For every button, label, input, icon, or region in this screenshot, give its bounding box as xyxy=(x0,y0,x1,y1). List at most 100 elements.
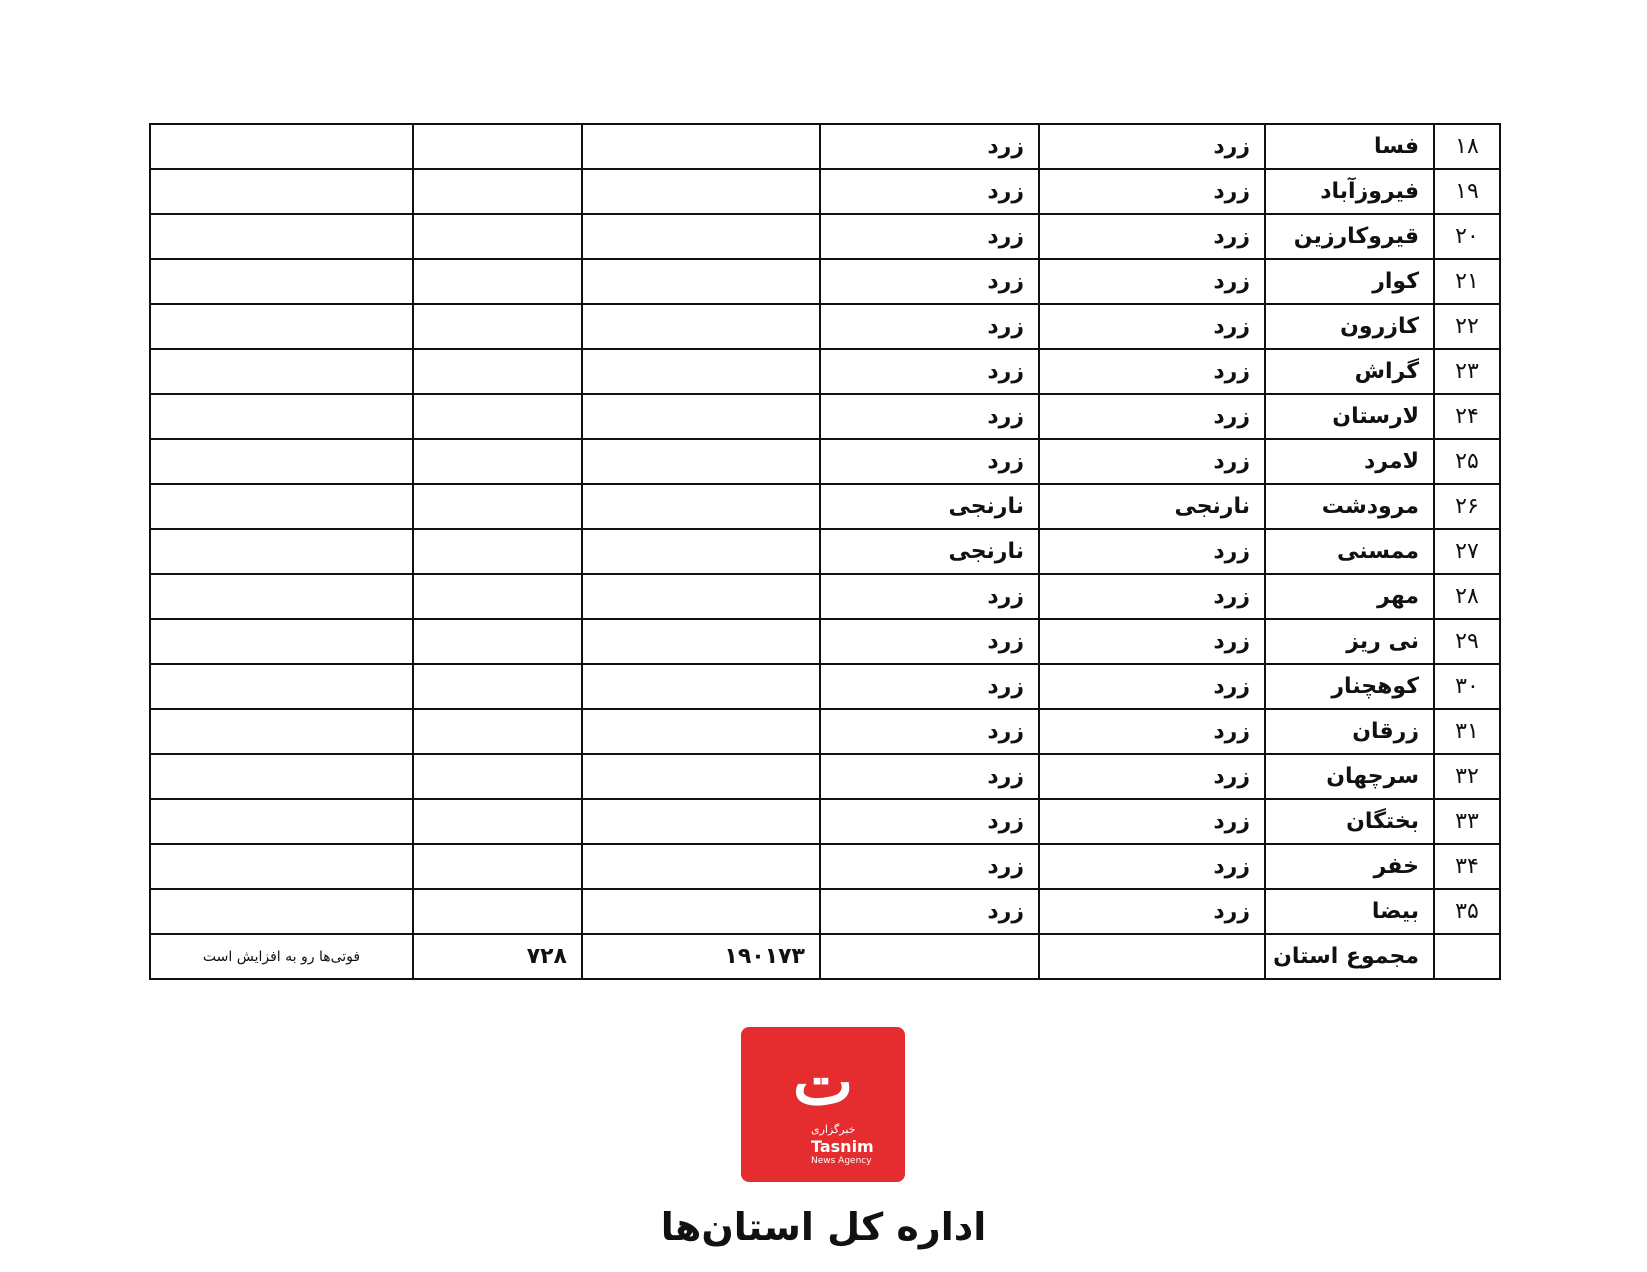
table-cell: زرد xyxy=(819,303,1040,350)
table-cell xyxy=(412,888,583,935)
table-cell: زرد xyxy=(1038,528,1266,575)
table-cell: ۲۹ xyxy=(1433,618,1501,665)
table-cell: فسا xyxy=(1264,123,1435,170)
table-cell: ۲۳ xyxy=(1433,348,1501,395)
table-cell: مهر xyxy=(1264,573,1435,620)
table-cell xyxy=(581,843,821,890)
table-row: ۲۶ مرودشت نارنجی نارنجی xyxy=(149,483,1501,530)
table-cell xyxy=(149,483,414,530)
table-cell xyxy=(149,123,414,170)
table-cell xyxy=(149,303,414,350)
table-cell xyxy=(412,303,583,350)
table-cell xyxy=(1433,933,1501,980)
table-cell: زرد xyxy=(819,618,1040,665)
table-cell xyxy=(581,348,821,395)
table-cell xyxy=(412,528,583,575)
table-cell: کازرون xyxy=(1264,303,1435,350)
table-cell: ۲۱ xyxy=(1433,258,1501,305)
table-cell: زرد xyxy=(819,168,1040,215)
table-cell: بیضا xyxy=(1264,888,1435,935)
table-cell xyxy=(149,753,414,800)
table-cell: ۲۶ xyxy=(1433,483,1501,530)
table-row: ۲۰ قیروکارزین زرد زرد xyxy=(149,213,1501,260)
table-cell: ۲۰ xyxy=(1433,213,1501,260)
table-cell xyxy=(1038,933,1266,980)
table-row: ۳۵ بیضا زرد زرد xyxy=(149,888,1501,935)
table-cell xyxy=(581,438,821,485)
table-row: ۲۷ ممسنی زرد نارنجی xyxy=(149,528,1501,575)
table-cell xyxy=(581,528,821,575)
table-cell xyxy=(581,708,821,755)
table-cell xyxy=(581,888,821,935)
table-cell: زرد xyxy=(819,573,1040,620)
table-cell xyxy=(412,123,583,170)
table-cell: نی ریز xyxy=(1264,618,1435,665)
table-cell xyxy=(149,798,414,845)
table-cell: لارستان xyxy=(1264,393,1435,440)
table-cell xyxy=(149,348,414,395)
table-cell xyxy=(412,843,583,890)
table-cell: ۲۷ xyxy=(1433,528,1501,575)
table-cell: زرد xyxy=(819,258,1040,305)
table-cell: ممسنی xyxy=(1264,528,1435,575)
table-row: ۳۴ خفر زرد زرد xyxy=(149,843,1501,890)
table-row: ۳۳ بختگان زرد زرد xyxy=(149,798,1501,845)
table-row: ۲۵ لامرد زرد زرد xyxy=(149,438,1501,485)
table-cell: زرد xyxy=(819,438,1040,485)
table-cell xyxy=(149,213,414,260)
table-cell xyxy=(581,798,821,845)
table-cell xyxy=(412,483,583,530)
table-cell: زرد xyxy=(1038,213,1266,260)
table-cell: زرد xyxy=(819,843,1040,890)
logo-mark: ت xyxy=(792,1045,854,1120)
table-row: ۳۰ کوهچنار زرد زرد xyxy=(149,663,1501,710)
table-cell: ۲۲ xyxy=(1433,303,1501,350)
logo-persian: خبرگزاری xyxy=(811,1123,856,1136)
table-cell xyxy=(149,888,414,935)
table-cell: زرد xyxy=(1038,573,1266,620)
table-cell xyxy=(412,798,583,845)
table-cell: مجموع استان xyxy=(1264,933,1435,980)
table-cell: زرد xyxy=(1038,168,1266,215)
table-cell: ۳۳ xyxy=(1433,798,1501,845)
table-cell: زرد xyxy=(1038,438,1266,485)
table-row: ۲۳ گراش زرد زرد xyxy=(149,348,1501,395)
table-cell xyxy=(581,123,821,170)
table-row: ۲۹ نی ریز زرد زرد xyxy=(149,618,1501,665)
table-cell: ۳۴ xyxy=(1433,843,1501,890)
table-cell xyxy=(581,753,821,800)
table-cell: نارنجی xyxy=(1038,483,1266,530)
table-cell: زرد xyxy=(819,753,1040,800)
table-cell: فیروزآباد xyxy=(1264,168,1435,215)
table-cell xyxy=(412,348,583,395)
table-cell: زرد xyxy=(819,663,1040,710)
table-cell: نارنجی xyxy=(819,528,1040,575)
table-cell: ۲۴ xyxy=(1433,393,1501,440)
table-row: ۲۸ مهر زرد زرد xyxy=(149,573,1501,620)
table-cell xyxy=(412,258,583,305)
province-table: ۱۸ فسا زرد زرد ۱۹ فیروزآباد زرد زرد ۲۰ قیروکارزین… xyxy=(149,123,1501,980)
table-cell xyxy=(412,393,583,440)
table-cell: زرد xyxy=(1038,663,1266,710)
table-cell: ۲۸ xyxy=(1433,573,1501,620)
logo-subtitle: News Agency xyxy=(811,1156,872,1166)
table-cell xyxy=(581,483,821,530)
table-cell xyxy=(149,393,414,440)
table-row: ۲۴ لارستان زرد زرد xyxy=(149,393,1501,440)
table-cell xyxy=(581,393,821,440)
table-cell: زرد xyxy=(819,393,1040,440)
table-cell: کوار xyxy=(1264,258,1435,305)
table-cell xyxy=(149,708,414,755)
table-cell xyxy=(412,663,583,710)
table-cell: زرد xyxy=(1038,888,1266,935)
table-cell: نارنجی xyxy=(819,483,1040,530)
table-cell xyxy=(149,438,414,485)
table-row: ۱۹ فیروزآباد زرد زرد xyxy=(149,168,1501,215)
table-cell: ۷۲۸ xyxy=(412,933,583,980)
table-cell: گراش xyxy=(1264,348,1435,395)
table-cell xyxy=(581,213,821,260)
table-cell: زرد xyxy=(1038,393,1266,440)
table-cell xyxy=(149,663,414,710)
table-cell: خفر xyxy=(1264,843,1435,890)
